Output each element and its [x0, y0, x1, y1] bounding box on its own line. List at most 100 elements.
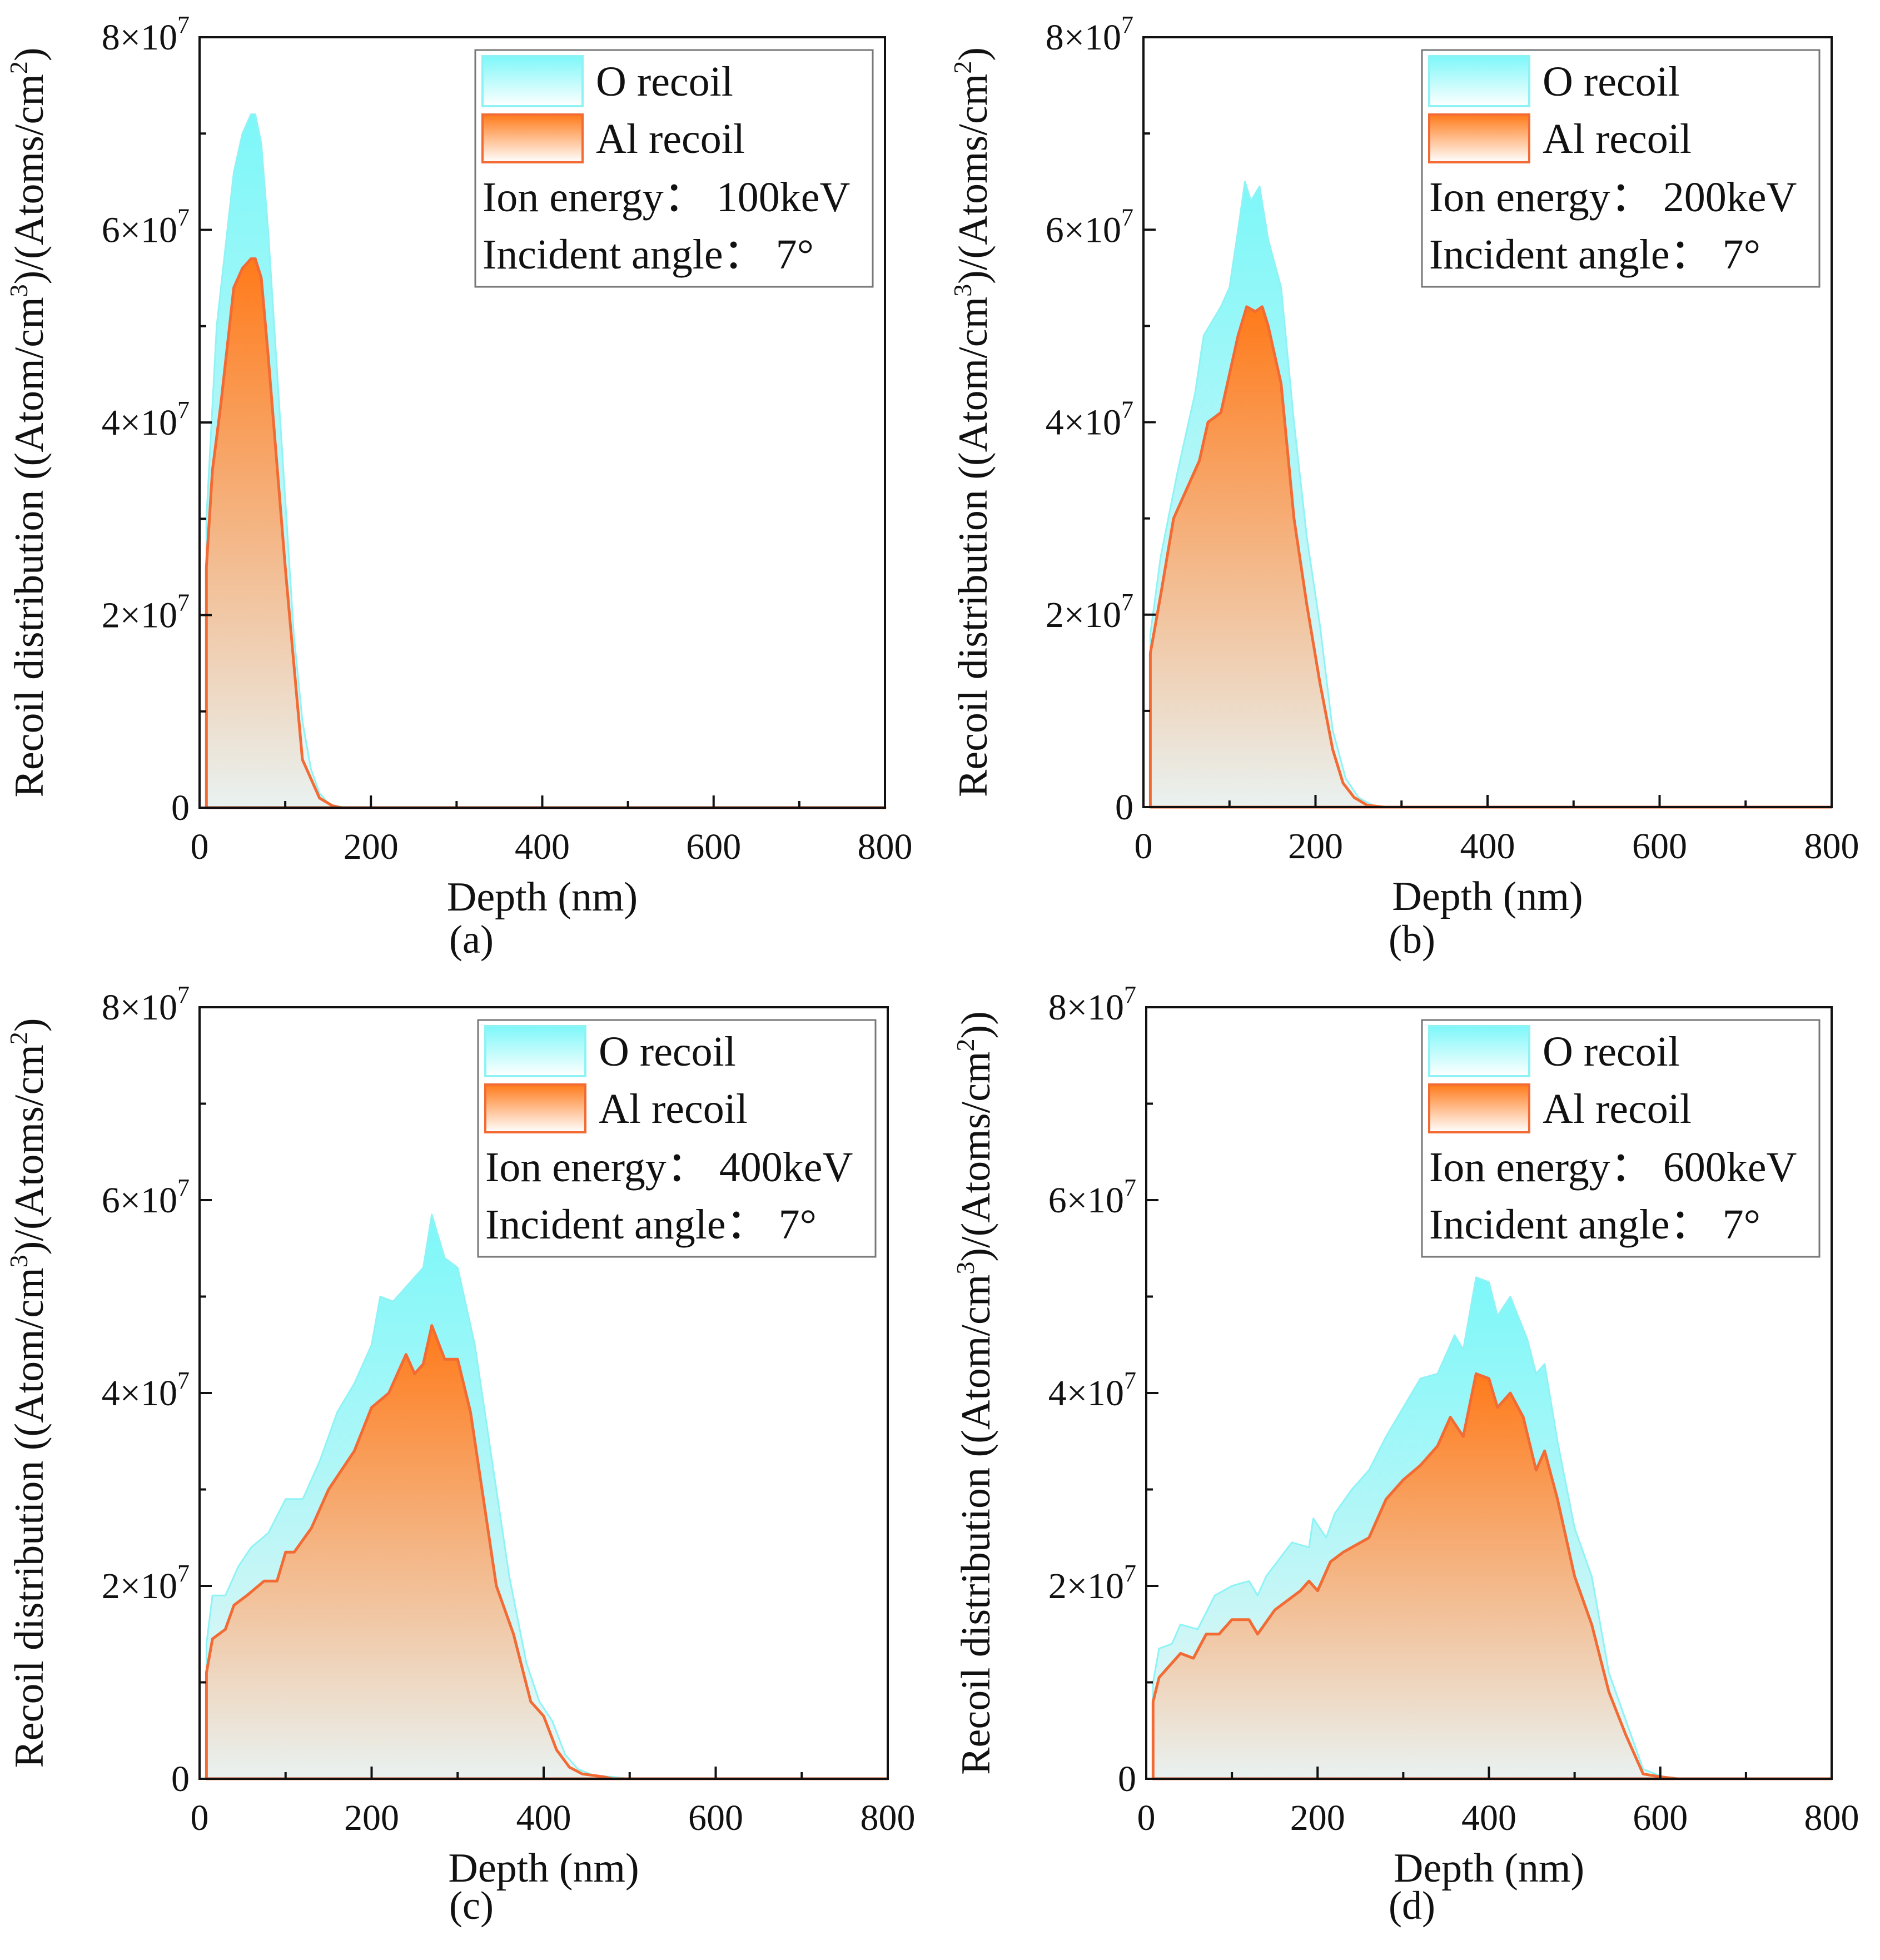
y-tick-label: 0 — [171, 788, 190, 828]
y-tick-base: 2×10 — [102, 1566, 177, 1606]
y-tick-exponent: 7 — [177, 1174, 190, 1201]
y-tick-label: 4×107 — [102, 396, 190, 443]
tspan: Recoil distribution ((Atom/cm — [7, 297, 52, 797]
y-tick-label: 6×107 — [102, 204, 190, 251]
y-tick-exponent: 7 — [177, 1560, 190, 1587]
legend-entry-o-recoil: O recoil — [1543, 1028, 1680, 1075]
x-tick-label: 800 — [861, 1798, 916, 1838]
superscript: 3 — [4, 284, 33, 297]
superscript: 2 — [4, 61, 33, 74]
legend-swatch-al-recoil — [484, 1083, 586, 1133]
x-axis-label: Depth (nm) — [447, 874, 638, 920]
al-recoil-area — [205, 1324, 889, 1780]
tspan: )/(Atoms/cm — [953, 1051, 999, 1261]
x-tick-label: 600 — [1632, 826, 1687, 867]
y-tick-label: 8×107 — [1048, 981, 1136, 1028]
chart-panel-d: 0 200 400 600 80002×1074×1076×1078×107Depth … — [951, 981, 1859, 1928]
x-tick-label: 400 — [1460, 826, 1515, 867]
y-tick-base: 8×10 — [1048, 987, 1124, 1028]
legend: O recoil Al recoil Ion energy： 600keV Incid… — [1421, 1019, 1821, 1258]
y-tick-exponent: 7 — [1124, 1367, 1136, 1394]
x-tick-label: 800 — [858, 827, 913, 867]
legend-swatch-o-recoil — [481, 55, 584, 107]
y-tick-label: 4×107 — [102, 1367, 190, 1414]
y-tick-exponent: 7 — [1121, 203, 1133, 231]
tspan: )) — [953, 1011, 999, 1038]
legend-entry-al-recoil: Al recoil — [1543, 116, 1692, 162]
y-axis-label: Recoil distribution ((Atom/cm3)/(Atoms/c… — [951, 1011, 999, 1775]
y-tick-label: 8×107 — [1046, 11, 1133, 58]
y-tick-base: 2×10 — [102, 595, 177, 636]
y-axis-label: Recoil distribution ((Atom/cm3)/(Atoms/c… — [4, 47, 52, 797]
y-tick-base: 8×10 — [102, 17, 177, 58]
legend-entry-al-recoil: Al recoil — [596, 116, 745, 162]
y-tick-exponent: 7 — [177, 396, 190, 424]
panel-caption: (c) — [449, 1883, 494, 1928]
legend-incident-angle: Incident angle： 7° — [485, 1201, 817, 1248]
y-tick-exponent: 7 — [177, 589, 190, 616]
y-tick-label: 2×107 — [1046, 589, 1133, 635]
y-tick-label: 2×107 — [1048, 1560, 1136, 1606]
tspan: Recoil distribution ((Atom/cm — [7, 1267, 52, 1768]
y-tick-label: 4×107 — [1046, 396, 1133, 443]
tspan: Recoil distribution ((Atom/cm — [951, 297, 996, 797]
y-tick-base: 0 — [1115, 787, 1133, 828]
y-tick-base: 6×10 — [102, 1180, 177, 1221]
y-tick-base: 8×10 — [102, 987, 177, 1028]
y-tick-base: 4×10 — [102, 1373, 177, 1414]
legend: O recoil Al recoil Ion energy： 200keV Incid… — [1421, 49, 1821, 288]
legend-entry-o-recoil: O recoil — [596, 58, 733, 105]
y-tick-exponent: 7 — [1124, 981, 1136, 1008]
y-tick-label: 8×107 — [102, 981, 190, 1028]
y-tick-exponent: 7 — [177, 1367, 190, 1394]
y-tick-exponent: 7 — [1121, 589, 1133, 616]
legend-ion-energy: Ion energy： 400keV — [485, 1144, 853, 1191]
x-axis-label: Depth (nm) — [1392, 874, 1583, 919]
y-tick-label: 6×107 — [102, 1174, 190, 1221]
y-tick-base: 6×10 — [1048, 1180, 1124, 1221]
chart-panel-c: 0 200 400 600 80002×1074×1076×1078×107Depth … — [4, 981, 916, 1928]
x-tick-label: 400 — [516, 1798, 571, 1838]
x-tick-label: 200 — [344, 827, 399, 867]
legend-entry-o-recoil: O recoil — [1543, 58, 1680, 105]
legend-swatch-o-recoil — [484, 1025, 586, 1077]
al-recoil-area — [1148, 305, 1833, 809]
panel-caption: (d) — [1389, 1883, 1435, 1928]
legend-ion-energy: Ion energy： 600keV — [1429, 1144, 1797, 1191]
superscript: 2 — [4, 1032, 33, 1044]
x-tick-label: 200 — [1288, 826, 1343, 867]
x-tick-label: 0 — [1135, 826, 1153, 867]
y-tick-base: 8×10 — [1046, 17, 1121, 58]
al-recoil-area — [1151, 1372, 1833, 1780]
superscript: 3 — [948, 284, 977, 297]
x-tick-label: 800 — [1804, 1798, 1859, 1838]
tspan: )/(Atoms/cm — [7, 74, 52, 284]
y-tick-label: 8×107 — [102, 11, 190, 58]
y-tick-label: 6×107 — [1048, 1174, 1136, 1221]
legend-ion-energy: Ion energy： 200keV — [1429, 174, 1797, 221]
y-tick-label: 0 — [171, 1759, 190, 1799]
legend-swatch-o-recoil — [1428, 1025, 1530, 1077]
x-tick-label: 0 — [191, 827, 209, 867]
tspan: ) — [7, 47, 52, 61]
legend-ion-energy: Ion energy： 100keV — [483, 174, 850, 221]
superscript: 3 — [951, 1262, 979, 1275]
y-tick-base: 4×10 — [1046, 402, 1121, 443]
y-tick-exponent: 7 — [177, 204, 190, 231]
y-tick-exponent: 7 — [177, 981, 190, 1008]
y-tick-exponent: 7 — [1124, 1560, 1136, 1587]
x-tick-label: 200 — [344, 1798, 399, 1838]
legend-entry-al-recoil: Al recoil — [599, 1086, 748, 1132]
legend: O recoil Al recoil Ion energy： 100keV Incid… — [474, 49, 874, 288]
panel-caption: (b) — [1389, 917, 1435, 962]
legend-entry-o-recoil: O recoil — [599, 1028, 736, 1075]
superscript: 3 — [4, 1255, 33, 1267]
al-recoil-area — [205, 257, 887, 809]
legend-incident-angle: Incident angle： 7° — [483, 231, 814, 278]
tspan: ) — [951, 47, 996, 61]
x-tick-label: 800 — [1804, 826, 1859, 867]
tspan: Recoil distribution ((Atom/cm — [953, 1275, 999, 1775]
panel-caption: (a) — [449, 917, 494, 962]
tspan: ) — [7, 1018, 52, 1032]
